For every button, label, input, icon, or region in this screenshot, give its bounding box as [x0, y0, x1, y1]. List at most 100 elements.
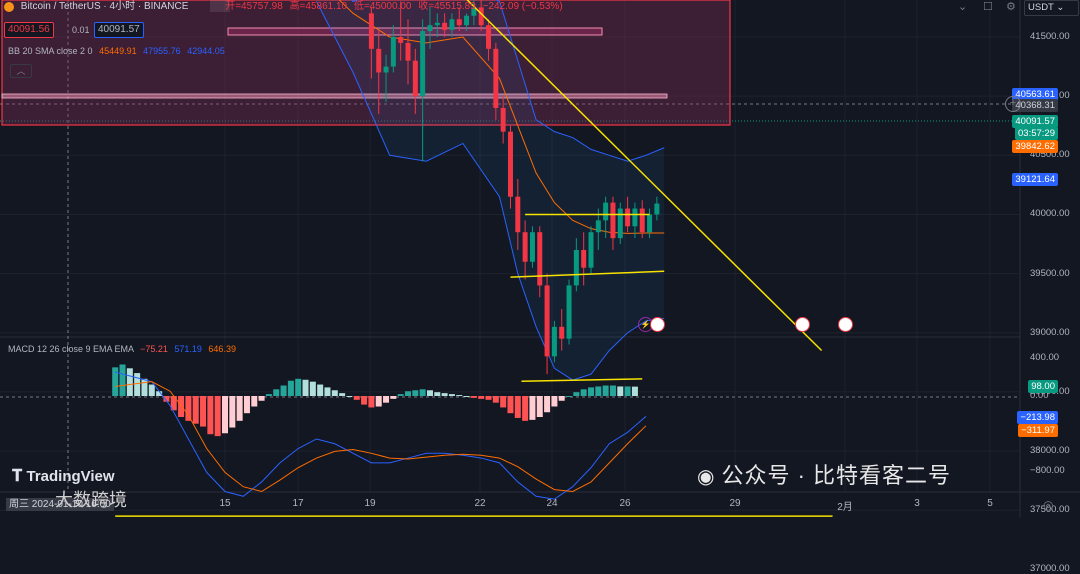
- candle-body: [478, 7, 484, 26]
- trendline: [466, 0, 823, 352]
- macd-histogram-bar: [163, 396, 170, 402]
- settings-icon[interactable]: ⚙: [1006, 1, 1016, 13]
- time-axis-tick: 15: [219, 498, 231, 509]
- last-price-tag: 40091.57: [1012, 115, 1058, 128]
- candle-body: [632, 208, 638, 227]
- us-flag-event-icon[interactable]: [838, 317, 853, 332]
- collapse-icon[interactable]: ︿: [10, 64, 32, 78]
- chart-canvas[interactable]: [0, 0, 1080, 517]
- candle-body: [566, 285, 572, 339]
- macd-hist-value: −75.21: [140, 344, 168, 354]
- macd-histogram-bar: [258, 396, 265, 401]
- macd-histogram-bar: [390, 396, 397, 399]
- macd-histogram-bar: [353, 396, 360, 400]
- candle-body: [647, 214, 653, 233]
- bitcoin-icon: [4, 2, 14, 12]
- bb-upper-value: 47955.76: [143, 46, 181, 56]
- macd-histogram-bar: [609, 385, 616, 396]
- bb-upper-line: [350, 0, 665, 162]
- candle-body: [581, 249, 587, 268]
- candle-body: [405, 42, 411, 61]
- macd-histogram-bar: [529, 396, 536, 420]
- macd-histogram-bar: [126, 368, 133, 396]
- bb-upper-tag: 40563.61: [1012, 88, 1058, 101]
- candle-body: [376, 48, 382, 73]
- macd-histogram-bar: [170, 396, 177, 411]
- macd-histogram-bar: [602, 385, 609, 396]
- macd-histogram-bar: [426, 390, 433, 396]
- candle-body: [588, 232, 594, 268]
- price-axis-tick: 38000.00: [1030, 445, 1070, 457]
- candle-body: [544, 285, 550, 357]
- tradingview-logo: 𝐓 TradingView: [12, 468, 115, 486]
- macd-histogram-bar: [492, 396, 499, 403]
- time-axis-tick: 29: [729, 498, 741, 509]
- time-axis-tick: 19: [364, 498, 376, 509]
- macd-histogram-bar: [265, 394, 272, 396]
- macd-histogram-bar: [631, 386, 638, 396]
- macd-signal-tag: −311.97: [1018, 424, 1058, 437]
- candle-body: [390, 37, 396, 67]
- us-flag-event-icon[interactable]: [650, 317, 665, 332]
- time-axis-tick: 22: [474, 498, 486, 509]
- candle-body: [398, 37, 404, 43]
- macd-histogram-bar: [222, 396, 228, 434]
- time-axis-tick: 5: [987, 498, 993, 509]
- resistance-zone: [1, 0, 731, 126]
- macd-histogram-bar: [566, 396, 573, 397]
- crosshair-price-tag: 40368.31: [1012, 99, 1058, 112]
- wechat-watermark: ◉ 公众号 · 比特看客二号: [697, 458, 951, 490]
- macd-histogram-bar: [485, 396, 492, 400]
- candle-body: [507, 131, 513, 197]
- symbol-title[interactable]: Bitcoin / TetherUS · 4小时 · BINANCE: [20, 1, 189, 12]
- bb-legend[interactable]: BB 20 SMA close 2 0 45449.91 47955.76 42…: [8, 45, 225, 57]
- tradingview-logo-text: TradingView: [26, 468, 115, 485]
- macd-histogram-bar: [558, 396, 565, 401]
- candle-body: [573, 249, 579, 286]
- macd-signal-line: [115, 381, 647, 493]
- macd-histogram-bar: [522, 396, 529, 421]
- buy-button[interactable]: 40091.57: [94, 22, 144, 38]
- candle-body: [529, 232, 535, 262]
- change-value: −242.09 (−0.53%): [482, 1, 563, 12]
- spread-value: 0.01: [72, 25, 90, 35]
- macd-histogram-bar: [463, 396, 470, 397]
- maximize-icon[interactable]: ☐: [983, 1, 993, 13]
- bb-name: BB 20 SMA close 2 0: [8, 46, 93, 56]
- macd-histogram-bar: [573, 392, 580, 396]
- minus-icon[interactable]: ⌄: [958, 1, 968, 13]
- us-flag-event-icon[interactable]: [795, 317, 810, 332]
- sell-button[interactable]: 40091.56: [4, 22, 54, 38]
- macd-histogram-bar: [514, 396, 521, 418]
- add-alert-icon[interactable]: +: [1005, 96, 1021, 112]
- close-value: 收=45515.89: [418, 1, 476, 12]
- time-axis-tick: 24: [546, 498, 558, 509]
- macd-histogram-bar: [441, 393, 448, 396]
- macd-histogram-bar: [500, 396, 507, 408]
- macd-line: [115, 371, 647, 500]
- candle-body: [471, 7, 477, 16]
- candle-body: [456, 19, 462, 26]
- candle-body: [639, 208, 645, 233]
- macd-histogram-bar: [148, 384, 155, 396]
- high-value: 高=45861.10: [289, 1, 348, 12]
- crosshair-date-label: 周三 2024-01-10 16:00: [6, 498, 114, 511]
- macd-histogram-bar: [295, 378, 302, 396]
- price-axis-tick: 41500.00: [1030, 31, 1070, 42]
- macd-histogram-bar: [280, 385, 287, 396]
- macd-axis-tick: 0.00: [1030, 390, 1049, 401]
- candle-body: [625, 208, 631, 227]
- candle-body: [486, 25, 492, 49]
- macd-histogram-bar: [243, 396, 250, 414]
- macd-legend[interactable]: MACD 12 26 close 9 EMA EMA −75.21 571.19…: [8, 343, 236, 355]
- macd-histogram-bar: [302, 379, 309, 396]
- bb-basis-value: 45449.91: [99, 46, 137, 56]
- time-settings-icon[interactable]: ◎: [1043, 498, 1054, 512]
- macd-hist-tag: 98.00: [1028, 380, 1058, 393]
- candle-body: [515, 196, 521, 233]
- currency-selector[interactable]: USDT ⌄: [1024, 0, 1079, 16]
- macd-histogram-bar: [470, 396, 477, 398]
- symbol-legend: Bitcoin / TetherUS · 4小时 · BINANCE 开=457…: [0, 0, 1000, 15]
- macd-histogram-bar: [141, 378, 148, 396]
- macd-histogram-bar: [456, 395, 463, 397]
